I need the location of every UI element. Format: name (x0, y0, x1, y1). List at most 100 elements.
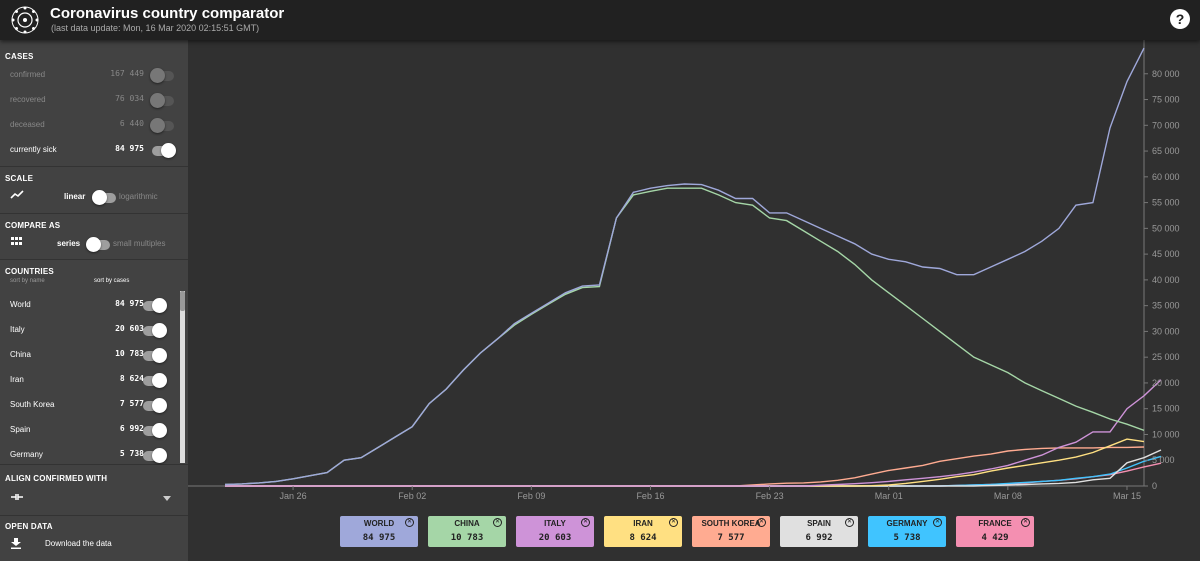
y-axis: 0 5 000 10 000 15 000 20 000 25 000 30 000 35 0… (1144, 69, 1180, 491)
case-value: 6 440 (119, 119, 144, 128)
x-tick-label: Jan 26 (280, 491, 307, 501)
app-title: Coronavirus country comparator (50, 5, 285, 22)
remove-series-icon[interactable]: ✕ (757, 518, 766, 527)
legend-card-world[interactable]: WORLD 84 975 ✕ (340, 516, 418, 547)
country-row[interactable]: South Korea 7 577 (0, 393, 188, 418)
country-toggle[interactable] (143, 298, 167, 313)
case-label: recovered (10, 95, 46, 104)
align-select[interactable] (35, 491, 175, 505)
country-toggle[interactable] (143, 398, 167, 413)
x-tick-label: Feb 16 (636, 491, 664, 501)
series-line-iran (225, 438, 1145, 487)
legend-card-france[interactable]: FRANCE 4 429 ✕ (956, 516, 1034, 547)
case-row-confirmed[interactable]: confirmed 167 449 (0, 63, 188, 88)
legend-card-germany[interactable]: GERMANY 5 738 ✕ (868, 516, 946, 547)
country-name: World (10, 300, 31, 309)
y-tick-label: 10 000 (1152, 429, 1180, 439)
country-toggle[interactable] (143, 373, 167, 388)
confirmed-toggle[interactable] (150, 68, 174, 83)
app-header: Coronavirus country comparator (last dat… (0, 0, 1200, 40)
download-button[interactable]: Download the data (10, 537, 180, 551)
grid-icon (11, 237, 22, 245)
series-line-south-korea (225, 446, 1145, 487)
recovered-toggle[interactable] (150, 93, 174, 108)
remove-series-icon[interactable]: ✕ (845, 518, 854, 527)
compare-series-label: series (57, 239, 81, 248)
countries-title: COUNTRIES (5, 267, 54, 276)
legend-card-iran[interactable]: IRAN 8 624 ✕ (604, 516, 682, 547)
country-value: 5 738 (119, 449, 144, 458)
country-row[interactable]: Italy 20 603 (0, 318, 188, 343)
country-name: South Korea (10, 400, 55, 409)
scale-toggle[interactable] (92, 190, 116, 205)
remove-series-icon[interactable]: ✕ (1021, 518, 1030, 527)
y-tick-label: 80 000 (1152, 69, 1180, 79)
remove-series-icon[interactable]: ✕ (669, 518, 678, 527)
x-tick-label: Mar 01 (875, 491, 903, 501)
legend-name: SPAIN (807, 519, 831, 528)
legend-value: 20 603 (538, 533, 572, 543)
align-title: ALIGN CONFIRMED WITH (5, 474, 108, 483)
legend-card-china[interactable]: CHINA 10 783 ✕ (428, 516, 506, 547)
x-tick-label: Feb 23 (756, 491, 784, 501)
case-label: confirmed (10, 70, 46, 79)
series-line-world (224, 47, 1145, 486)
currently-sick-toggle[interactable] (152, 143, 176, 158)
x-tick-label: Feb 09 (517, 491, 545, 501)
y-tick-label: 50 000 (1152, 223, 1180, 233)
country-name: Germany (10, 450, 43, 459)
download-label: Download the data (45, 539, 112, 548)
y-tick-label: 20 000 (1152, 378, 1180, 388)
last-update-text: (last data update: Mon, 16 Mar 2020 02:1… (51, 23, 260, 33)
legend-card-spain[interactable]: SPAIN 6 992 ✕ (780, 516, 858, 547)
help-button[interactable]: ? (1170, 9, 1190, 29)
sort-by-name-button[interactable]: sort by name (10, 278, 45, 284)
case-value: 76 034 (115, 94, 144, 103)
legend-card-italy[interactable]: ITALY 20 603 ✕ (516, 516, 594, 547)
case-label: deceased (10, 120, 45, 129)
y-tick-label: 55 000 (1152, 198, 1180, 208)
compare-multiples-label: small multiples (113, 239, 166, 248)
deceased-toggle[interactable] (150, 118, 174, 133)
y-tick-label: 60 000 (1152, 172, 1180, 182)
align-section: ALIGN CONFIRMED WITH (0, 465, 188, 516)
legend-name: ITALY (544, 519, 566, 528)
open-data-title: OPEN DATA (5, 522, 53, 531)
y-tick-label: 75 000 (1152, 95, 1180, 105)
x-tick-label: Mar 08 (994, 491, 1022, 501)
remove-series-icon[interactable]: ✕ (581, 518, 590, 527)
scale-title: SCALE (5, 174, 34, 183)
country-value: 6 992 (119, 424, 144, 433)
case-row-recovered[interactable]: recovered 76 034 (0, 88, 188, 113)
country-row[interactable]: World 84 975 (0, 293, 188, 318)
sort-by-cases-button[interactable]: sort by cases (94, 278, 130, 284)
legend-value: 5 738 (893, 533, 921, 543)
country-toggle[interactable] (143, 348, 167, 363)
remove-series-icon[interactable]: ✕ (493, 518, 502, 527)
countries-scrollbar[interactable] (180, 291, 185, 463)
country-name: Iran (10, 375, 24, 384)
cases-section: CASES confirmed 167 449 recovered 76 034… (0, 40, 188, 167)
country-toggle[interactable] (143, 448, 167, 463)
country-row[interactable]: Spain 6 992 (0, 418, 188, 443)
y-tick-label: 40 000 (1152, 275, 1180, 285)
country-row[interactable]: Germany 5 738 (0, 443, 188, 465)
remove-series-icon[interactable]: ✕ (933, 518, 942, 527)
case-row-deceased[interactable]: deceased 6 440 (0, 113, 188, 138)
compare-toggle[interactable] (86, 237, 110, 252)
compare-section: COMPARE AS series small multiples (0, 214, 188, 260)
country-row[interactable]: Iran 8 624 (0, 368, 188, 393)
countries-scroll-thumb[interactable] (180, 291, 185, 311)
legend-value: 7 577 (717, 533, 745, 543)
legend-name: CHINA (454, 519, 480, 528)
remove-series-icon[interactable]: ✕ (405, 518, 414, 527)
x-tick-label: Mar 15 (1113, 491, 1141, 501)
country-toggle[interactable] (143, 423, 167, 438)
country-toggle[interactable] (143, 323, 167, 338)
x-axis: Jan 26 Feb 02 Feb 09 Feb 16 Feb 23 Mar 01 Mar … (280, 486, 1141, 501)
country-value: 84 975 (115, 299, 144, 308)
y-tick-label: 35 000 (1152, 301, 1180, 311)
legend-card-south-korea[interactable]: SOUTH KOREA 7 577 ✕ (692, 516, 770, 547)
country-row[interactable]: China 10 783 (0, 343, 188, 368)
case-row-currently-sick[interactable]: currently sick 84 975 (0, 138, 188, 163)
